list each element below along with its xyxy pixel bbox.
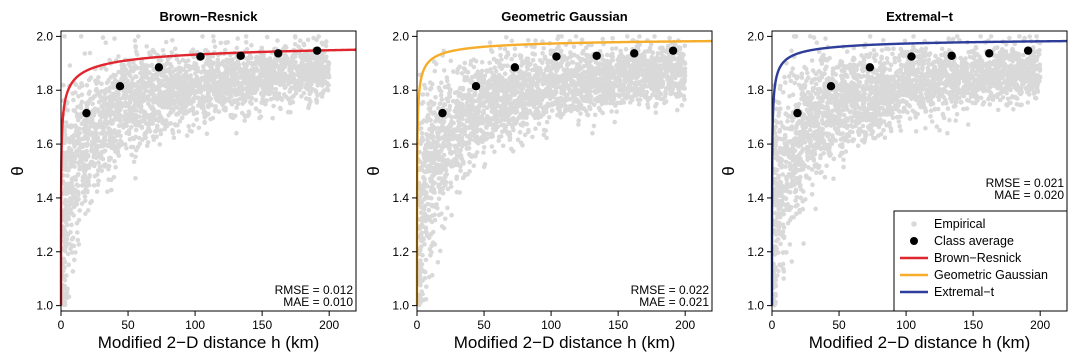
x-tick-label: 100 bbox=[185, 318, 205, 332]
plot-frame bbox=[60, 30, 357, 312]
chart-panel-2: Geometric Gaussian 0 50 100 150 200 1.0 1.2 1.4 1… bbox=[364, 9, 713, 352]
fitted-curve bbox=[59, 48, 357, 306]
class-average-point bbox=[471, 81, 481, 91]
x-tick-label: 200 bbox=[1030, 318, 1050, 332]
class-average-point bbox=[312, 46, 322, 55]
panel-title: Geometric Gaussian bbox=[501, 9, 627, 24]
x-axis-label: Modified 2−D distance h (km) bbox=[809, 333, 1031, 352]
x-axis-label: Modified 2−D distance h (km) bbox=[98, 333, 320, 352]
y-tick-label: 1.0 bbox=[747, 299, 764, 313]
class-average-point bbox=[826, 81, 836, 91]
y-tick-label: 1.4 bbox=[747, 191, 764, 205]
legend-box bbox=[893, 210, 1068, 312]
x-axis-label: Modified 2−D distance h (km) bbox=[454, 333, 676, 352]
class-average-point bbox=[438, 108, 447, 118]
panel-title: Extremal−t bbox=[886, 9, 954, 24]
class-average-point bbox=[82, 108, 91, 118]
class-average-point bbox=[154, 63, 164, 72]
chart-panel-1: Brown−Resnick 0 50 100 150 200 1.0 1.2 1.4 1.6 1.8… bbox=[8, 9, 357, 352]
y-tick-label: 2.0 bbox=[36, 29, 53, 43]
empirical-points bbox=[61, 34, 332, 308]
x-tick-label: 0 bbox=[769, 318, 776, 332]
legend-label: Class average bbox=[934, 234, 1014, 248]
x-tick-label: 50 bbox=[477, 318, 491, 332]
mae-label: MAE = 0.010 bbox=[283, 295, 353, 309]
class-average-point bbox=[630, 49, 639, 58]
x-tick-label: 50 bbox=[832, 318, 846, 332]
legend-label: Geometric Gaussian bbox=[934, 268, 1048, 282]
y-tick-label: 2.0 bbox=[747, 29, 764, 43]
y-tick-label: 1.6 bbox=[747, 137, 764, 151]
legend-marker bbox=[911, 221, 917, 227]
class-average-point bbox=[592, 51, 601, 60]
class-average-point bbox=[668, 46, 678, 55]
y-tick-label: 1.6 bbox=[392, 137, 409, 151]
y-tick-label: 1.2 bbox=[36, 245, 53, 259]
x-tick-label: 50 bbox=[121, 318, 135, 332]
mae-label: MAE = 0.020 bbox=[994, 188, 1064, 202]
class-average-point bbox=[274, 49, 283, 58]
panel-title: Brown−Resnick bbox=[160, 9, 259, 24]
y-tick-label: 1.2 bbox=[747, 245, 764, 259]
y-axis-label: θ bbox=[364, 166, 383, 175]
x-tick-label: 150 bbox=[963, 318, 983, 332]
class-average-point bbox=[907, 52, 916, 61]
y-tick-label: 1.6 bbox=[36, 137, 53, 151]
y-tick-label: 1.8 bbox=[392, 83, 409, 97]
fitted-curve bbox=[415, 39, 713, 306]
y-tick-label: 2.0 bbox=[392, 29, 409, 43]
class-average-point bbox=[236, 51, 245, 60]
class-average-point bbox=[510, 63, 520, 72]
y-tick-label: 1.8 bbox=[36, 83, 53, 97]
x-tick-label: 100 bbox=[541, 318, 561, 332]
y-tick-label: 1.0 bbox=[36, 299, 53, 313]
plot-frame bbox=[416, 30, 713, 312]
class-average-point bbox=[196, 52, 205, 61]
rmse-label: RMSE = 0.012 bbox=[275, 283, 354, 297]
fitted-curve bbox=[770, 39, 1068, 306]
x-tick-label: 200 bbox=[675, 318, 695, 332]
y-axis-label: θ bbox=[719, 166, 738, 175]
y-tick-label: 1.4 bbox=[36, 191, 53, 205]
class-average-point bbox=[865, 63, 875, 72]
legend-marker bbox=[910, 237, 918, 245]
y-tick-label: 1.4 bbox=[392, 191, 409, 205]
legend-label: Brown−Resnick bbox=[934, 251, 1022, 265]
class-average-point bbox=[947, 51, 956, 60]
class-average-point bbox=[115, 81, 125, 91]
class-average-point bbox=[552, 52, 561, 61]
y-tick-label: 1.2 bbox=[392, 245, 409, 259]
rmse-label: RMSE = 0.022 bbox=[631, 283, 710, 297]
x-tick-label: 200 bbox=[319, 318, 339, 332]
y-axis-label: θ bbox=[8, 166, 27, 175]
empirical-points bbox=[417, 34, 688, 308]
class-average-point bbox=[985, 49, 994, 58]
y-tick-label: 1.8 bbox=[747, 83, 764, 97]
x-tick-label: 100 bbox=[896, 318, 916, 332]
class-average-point bbox=[1023, 46, 1033, 55]
legend-label: Empirical bbox=[934, 217, 985, 231]
mae-label: MAE = 0.021 bbox=[639, 295, 709, 309]
rmse-label: RMSE = 0.021 bbox=[986, 176, 1065, 190]
legend-label: Extremal−t bbox=[934, 285, 995, 299]
x-tick-label: 0 bbox=[58, 318, 65, 332]
x-tick-label: 150 bbox=[252, 318, 272, 332]
x-tick-label: 150 bbox=[608, 318, 628, 332]
x-tick-label: 0 bbox=[414, 318, 421, 332]
chart-panel-3: Extremal−t 0 50 100 150 200 1.0 1.2 1.4 1.6 1.8 2.0… bbox=[719, 9, 1068, 352]
y-tick-label: 1.0 bbox=[392, 299, 409, 313]
class-average-point bbox=[793, 108, 802, 118]
legend: Empirical Class average Brown−Resnick Geome… bbox=[893, 210, 1068, 312]
